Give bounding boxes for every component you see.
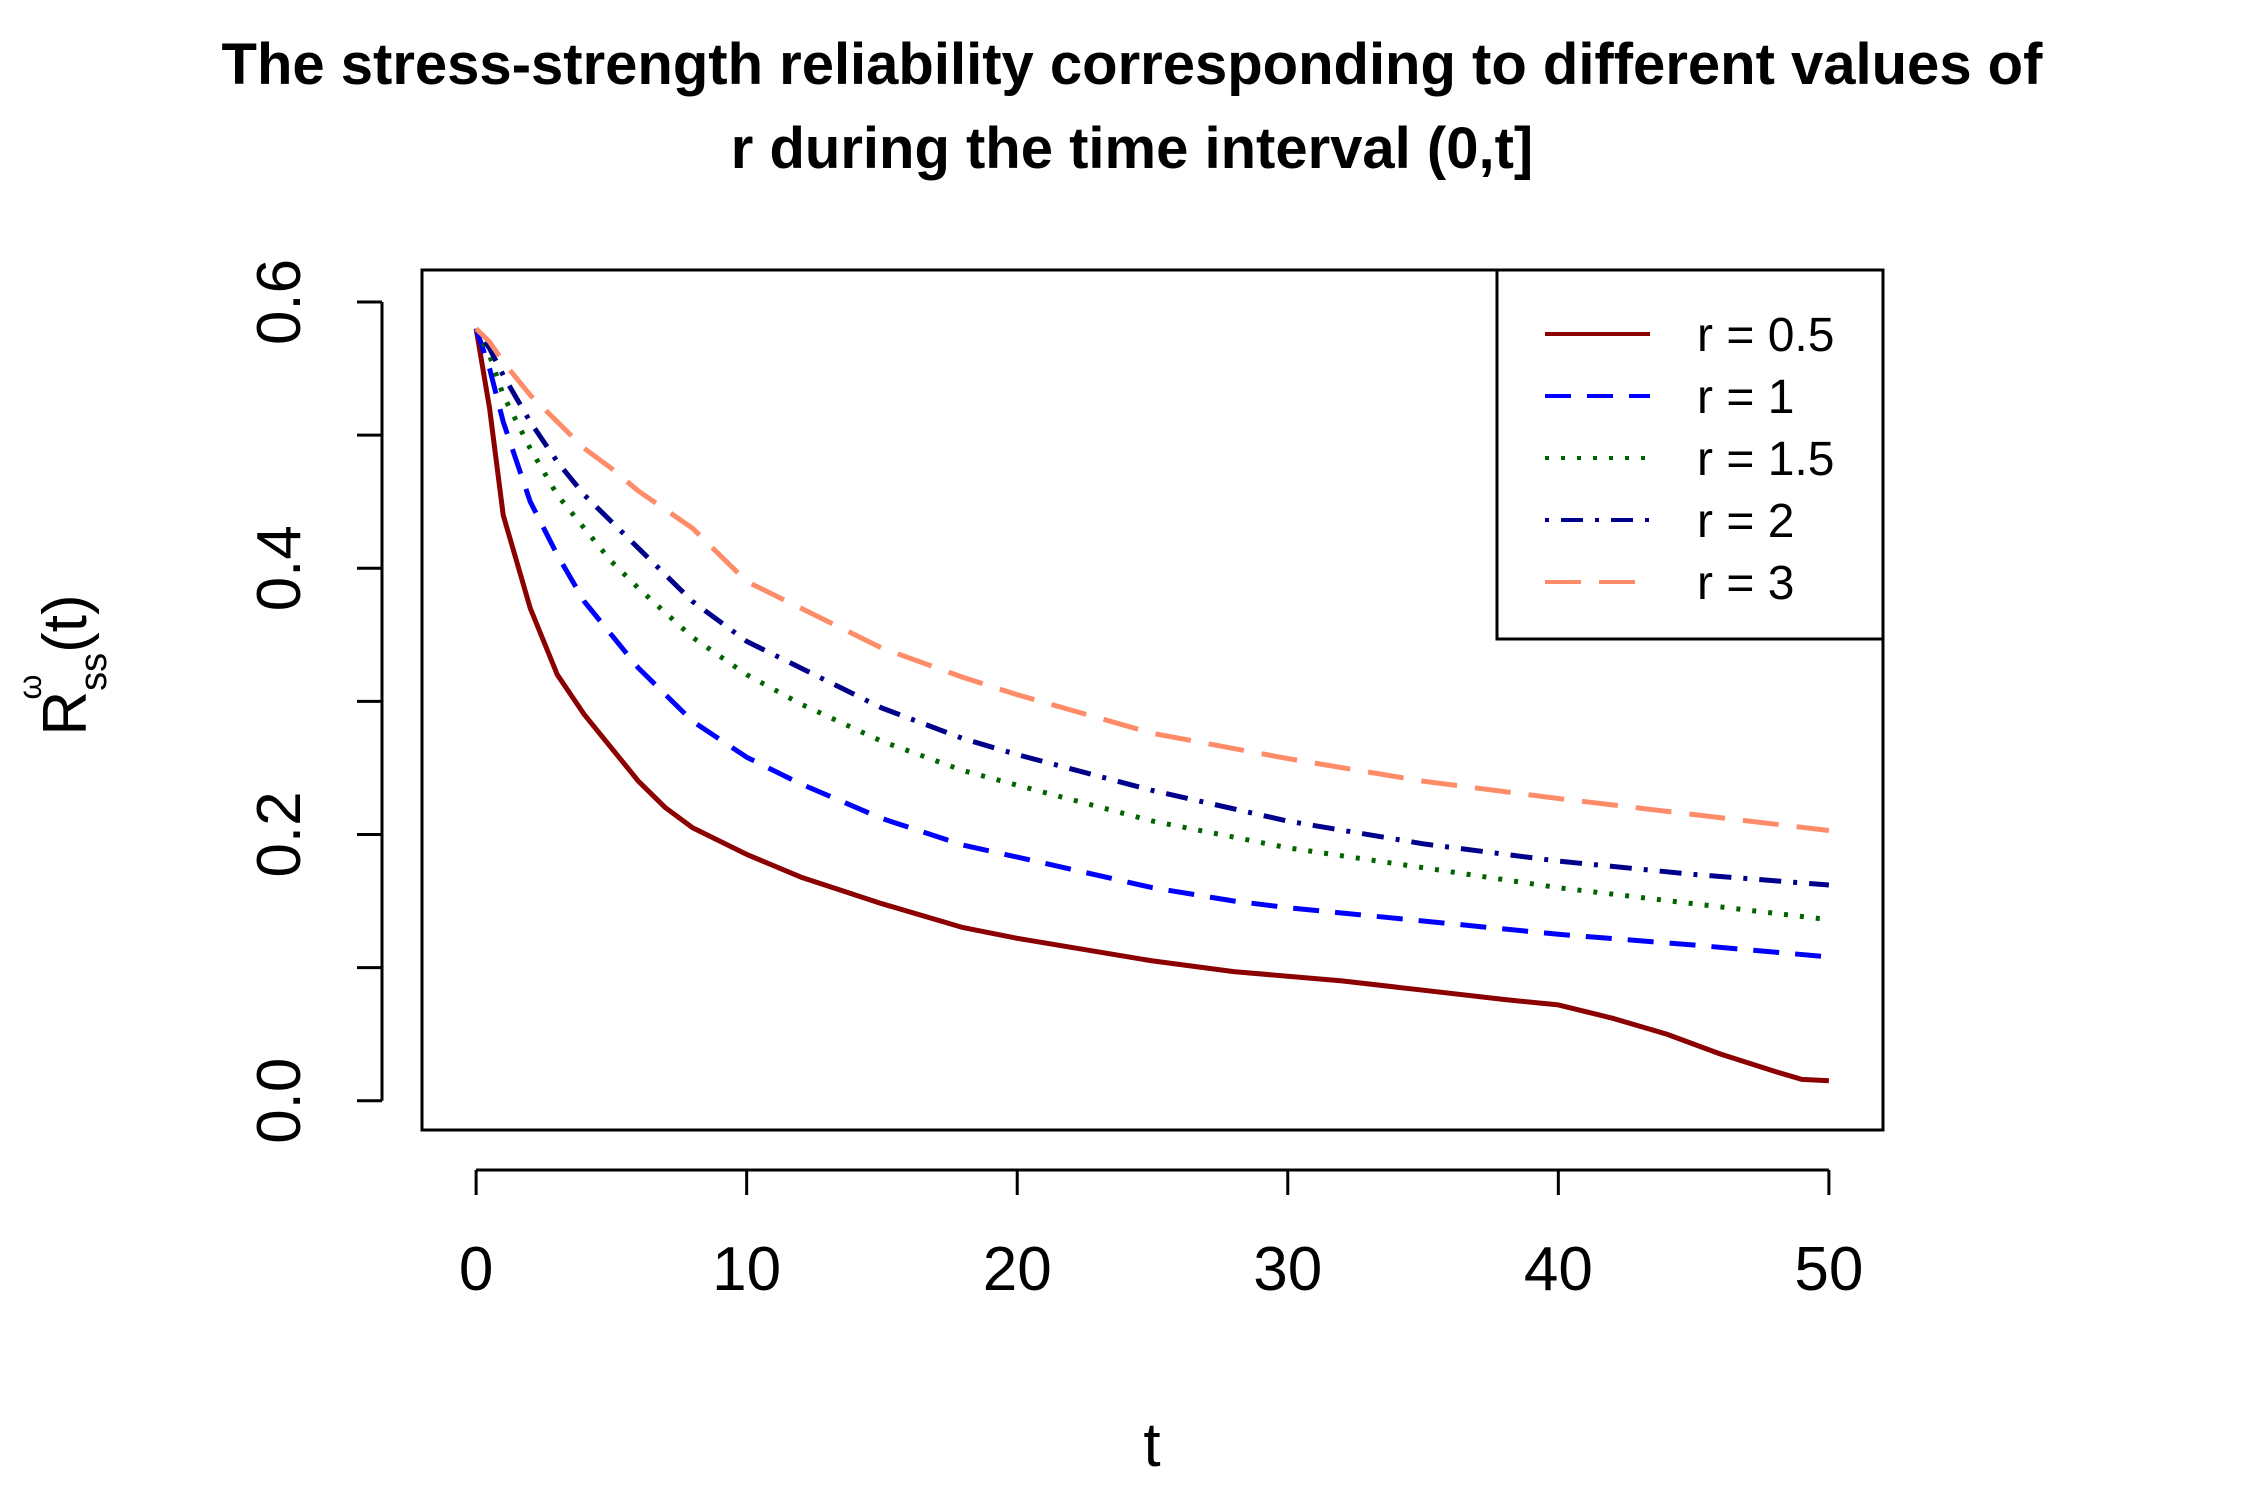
y-tick-label: 0.4 — [245, 525, 314, 611]
y-axis-label-base: R — [31, 691, 100, 736]
x-axis-label: t — [1143, 1411, 1160, 1480]
legend-box — [1495, 268, 1885, 641]
x-tick-label: 30 — [1253, 1235, 1322, 1304]
chart-title-line-2: r during the time interval (0,t] — [731, 116, 1533, 181]
y-tick-label: 0.2 — [245, 791, 314, 877]
x-tick-label: 0 — [459, 1235, 493, 1304]
legend-label-4: r = 2 — [1697, 495, 1794, 548]
x-tick-label: 50 — [1794, 1235, 1863, 1304]
y-axis-label-subscript: ss — [73, 653, 115, 691]
legend-label-3: r = 1.5 — [1697, 433, 1834, 486]
legend-label-1: r = 0.5 — [1697, 309, 1834, 362]
chart-title-line-1: The stress-strength reliability correspo… — [222, 32, 2044, 97]
legend-label-5: r = 3 — [1697, 557, 1794, 610]
x-tick-label: 40 — [1524, 1235, 1593, 1304]
series-line-2 — [473, 327, 1830, 960]
y-axis-label-superscript: ω — [12, 675, 48, 700]
legend-label-2: r = 1 — [1697, 371, 1794, 424]
legend: r = 0.5 r = 1 r = 1.5 r = 2 r = 3 — [1495, 268, 1885, 641]
plot-frame — [420, 268, 1885, 1132]
series-line-5 — [474, 326, 1830, 833]
svg-text:Rss(t): Rss(t) — [31, 594, 115, 735]
x-tick-label: 20 — [983, 1235, 1052, 1304]
y-tick-label: 0.0 — [245, 1058, 314, 1144]
y-axis-label: Rss(t) ω — [12, 594, 115, 735]
y-tick-label: 0.6 — [245, 259, 314, 345]
y-axis-label-suffix: (t) — [31, 594, 100, 653]
series-line-1 — [473, 328, 1830, 1084]
x-tick-label: 10 — [712, 1235, 781, 1304]
plot-area: 0 10 20 30 40 50 0.0 0.2 0.4 0.6 r = 0.5 r = 1 r = 1… — [245, 259, 1885, 1304]
